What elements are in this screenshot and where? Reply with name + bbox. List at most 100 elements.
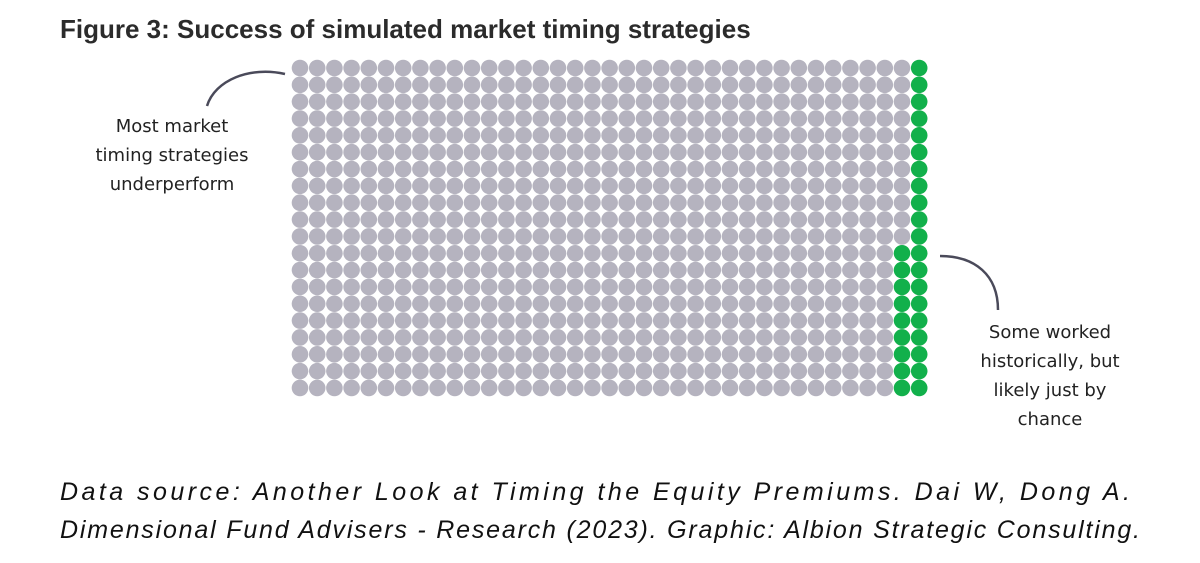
dot <box>635 228 653 245</box>
dot <box>807 362 825 380</box>
dot <box>876 127 894 144</box>
dot <box>670 295 687 313</box>
dot <box>377 59 395 77</box>
dot <box>721 110 739 127</box>
dot <box>790 295 808 313</box>
dot <box>291 261 309 279</box>
dot <box>377 312 395 329</box>
dot <box>652 295 670 313</box>
dot <box>463 379 481 397</box>
dot <box>584 278 601 296</box>
dot <box>738 110 756 127</box>
dot <box>343 194 360 212</box>
dot <box>893 295 911 313</box>
dot <box>842 362 859 380</box>
dot <box>652 244 670 262</box>
dot <box>824 127 842 144</box>
dot <box>859 76 876 94</box>
dot <box>773 261 790 279</box>
dot <box>738 59 756 77</box>
dot <box>910 211 928 228</box>
dot <box>893 312 911 329</box>
dot <box>721 143 739 161</box>
dot <box>652 110 670 127</box>
dot <box>308 160 326 178</box>
dot <box>687 59 704 77</box>
dot <box>498 329 515 346</box>
dot <box>652 194 670 212</box>
dot <box>773 76 790 94</box>
dot <box>910 295 928 313</box>
dot <box>807 177 825 195</box>
dot <box>446 278 464 296</box>
dot <box>360 127 378 144</box>
dot <box>773 143 790 161</box>
dot <box>429 295 446 313</box>
dot <box>910 329 928 346</box>
dot <box>291 160 309 178</box>
dot <box>824 278 842 296</box>
dot <box>824 312 842 329</box>
dot <box>670 345 687 363</box>
dot <box>566 295 584 313</box>
dot <box>687 211 704 228</box>
dot <box>893 244 911 262</box>
dot <box>893 379 911 397</box>
dot <box>326 362 343 380</box>
dot <box>652 59 670 77</box>
dot <box>704 194 722 212</box>
dot <box>721 160 739 178</box>
dot <box>721 228 739 245</box>
dot <box>756 295 773 313</box>
dot <box>687 160 704 178</box>
dot <box>670 143 687 161</box>
dot <box>446 59 464 77</box>
dot <box>670 329 687 346</box>
dot <box>635 211 653 228</box>
dot <box>807 228 825 245</box>
dot <box>566 345 584 363</box>
dot <box>360 76 378 94</box>
dot <box>394 160 412 178</box>
dot <box>394 76 412 94</box>
dot <box>446 160 464 178</box>
dot <box>308 362 326 380</box>
dot <box>738 160 756 178</box>
dot <box>704 211 722 228</box>
dot <box>773 329 790 346</box>
dot <box>498 312 515 329</box>
dot <box>893 345 911 363</box>
dot <box>859 379 876 397</box>
dot <box>842 295 859 313</box>
annotation: Some worked <box>989 322 1111 343</box>
dot <box>876 228 894 245</box>
dot <box>291 228 309 245</box>
dot <box>377 278 395 296</box>
dot <box>824 143 842 161</box>
dot <box>394 295 412 313</box>
dot <box>859 127 876 144</box>
dot <box>566 228 584 245</box>
dot <box>756 362 773 380</box>
dot <box>635 261 653 279</box>
dot <box>704 143 722 161</box>
dot <box>910 93 928 110</box>
dot <box>480 93 498 110</box>
dot <box>738 194 756 212</box>
dot <box>326 211 343 228</box>
dot <box>515 160 532 178</box>
dot <box>532 295 550 313</box>
dot <box>807 329 825 346</box>
dot <box>635 59 653 77</box>
annotation: chance <box>1018 409 1083 430</box>
dot <box>601 244 618 262</box>
dot <box>480 312 498 329</box>
dot <box>515 295 532 313</box>
dot <box>790 244 808 262</box>
dot <box>446 379 464 397</box>
dot <box>824 329 842 346</box>
dot <box>670 312 687 329</box>
dot <box>687 278 704 296</box>
dot <box>618 110 636 127</box>
dot <box>756 76 773 94</box>
